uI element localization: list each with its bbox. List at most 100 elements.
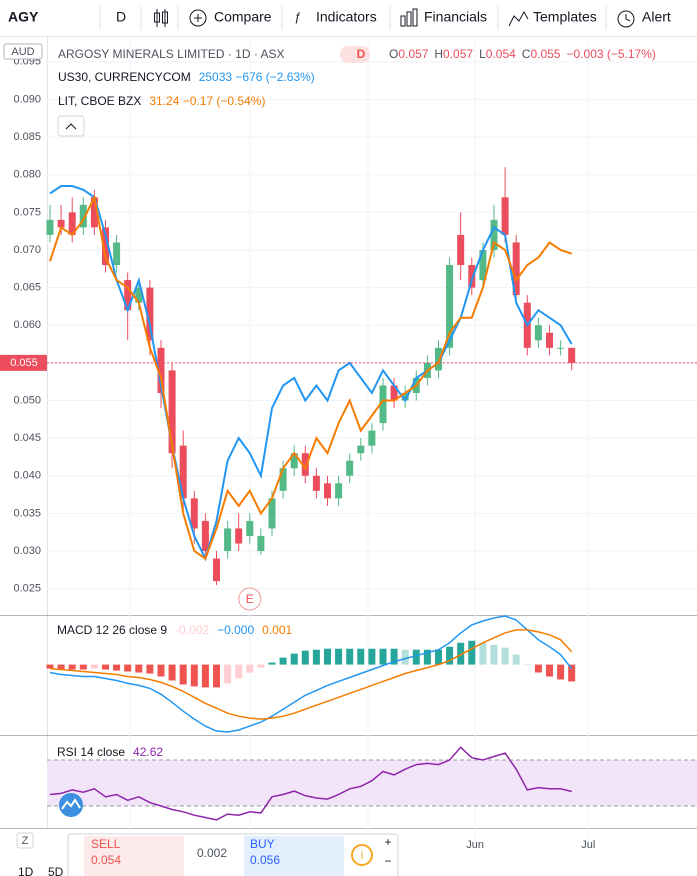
unit: AUD [11,46,34,58]
alert-button[interactable]: Alert [642,9,671,25]
candle-body [279,468,287,491]
histogram-bar [113,664,121,671]
histogram-bar [290,653,298,665]
candle-body [479,249,487,281]
candle-body [357,445,365,454]
histogram-bar [335,648,343,665]
templates-icon[interactable] [508,10,529,27]
compare-line [49,185,573,562]
x-tick-label: Jun [466,839,484,851]
histogram-bar [401,649,409,665]
y-tick-label: 0.035 [13,507,41,519]
histogram-value: -0.002 [175,623,209,637]
candle-body [545,332,553,348]
candle-body [224,528,232,552]
candle-body [568,347,576,363]
compare-icon[interactable] [189,9,207,27]
change: −0.003 (−5.17%) [567,47,656,61]
indicator-title: RSI 14 close [57,745,125,759]
period-button[interactable]: 1D [18,865,34,876]
candle-body [113,242,121,266]
sell-price[interactable]: 0.054 [91,853,121,867]
histogram-bar [146,664,154,674]
histogram-bar [257,664,265,668]
candle-body [157,347,165,393]
histogram-bar [534,664,542,673]
y-tick-label: 0.090 [13,93,41,105]
zoom[interactable]: Z [22,835,29,847]
candle-body [335,483,343,499]
candle-body [246,520,254,536]
buy-button[interactable] [244,836,344,876]
collapse-icon [65,123,77,130]
minus-button[interactable]: − [384,854,391,868]
histogram-bar [90,664,98,669]
histogram-bar [190,664,198,687]
y-tick-label: 0.050 [13,394,41,406]
ohlc-label: L [479,47,486,61]
chart-style-icon[interactable] [154,9,168,27]
candle-body [257,535,265,552]
candle-body [290,453,298,469]
plus-button[interactable]: + [384,835,391,849]
candle-body [68,212,76,235]
y-tick-label: 0.085 [13,131,41,143]
candle-body [446,265,454,348]
histogram-bar [412,649,420,665]
buy-price[interactable]: 0.056 [250,853,280,867]
templates-button[interactable]: Templates [533,9,597,25]
legend: LIT, CBOE BZX 31.24 −0.17 (−0.54%) [58,94,265,108]
candle-body [534,325,542,341]
last-price-label: 0.055 [10,357,38,369]
histogram-bar [279,657,287,665]
sell-label[interactable]: SELL [91,837,121,851]
candle-body [146,287,154,341]
alert-icon[interactable] [617,10,635,28]
zoom-box[interactable] [16,832,34,849]
y-tick-label: 0.065 [13,282,41,294]
info-button[interactable] [351,844,373,866]
legend: US30, CURRENCYCOM 25033 −676 (−2.63%) [58,70,315,84]
histogram-bar [179,664,187,685]
financials-icon[interactable] [400,8,418,27]
histogram-bar [101,664,109,670]
histogram-bar [168,664,176,681]
info-icon: i [361,848,364,862]
rsi-value: 42.62 [133,745,163,759]
histogram-bar [523,664,531,666]
signal-line [49,629,573,720]
symbol[interactable]: AGY [8,9,39,25]
indicators-button[interactable]: Indicators [316,9,377,25]
candle-body [557,347,565,349]
candle-body [379,385,387,424]
period-button[interactable]: 5D [48,865,64,876]
candle-body [368,430,376,446]
candle-body [301,453,309,476]
sell-button[interactable] [84,836,184,876]
histogram-bar [479,642,487,665]
series-value: 31.24 −0.17 (−0.54%) [149,94,265,108]
compare-button[interactable]: Compare [214,9,272,25]
indicators-icon[interactable]: ƒ [294,10,301,24]
band-fill [47,759,697,807]
interval[interactable]: D [116,9,126,25]
histogram-bar [157,664,165,677]
candle-body [390,385,398,401]
series-value: 25033 −676 (−2.63%) [199,70,315,84]
ohlc-value: 0.057 [443,47,473,61]
histogram-bar [346,648,354,665]
histogram-bar [512,654,520,665]
legend: MACD 12 26 close 9 -0.002 −0.000 0.001 [57,623,292,637]
collapse-button[interactable] [57,115,85,137]
event-label: E [246,592,254,606]
financials-button[interactable]: Financials [424,9,487,25]
legend: O0.057 H0.057 L0.054 C0.055 −0.003 (−5.17%) [389,47,656,61]
event-marker [238,587,262,611]
candle-body [201,520,209,552]
toolbar [0,0,697,36]
histogram-bar [568,664,576,682]
chart-title: ARGOSY MINERALS LIMITED · 1D · ASX [58,47,285,61]
candle-body [434,347,442,371]
buy-label[interactable]: BUY [250,837,275,851]
